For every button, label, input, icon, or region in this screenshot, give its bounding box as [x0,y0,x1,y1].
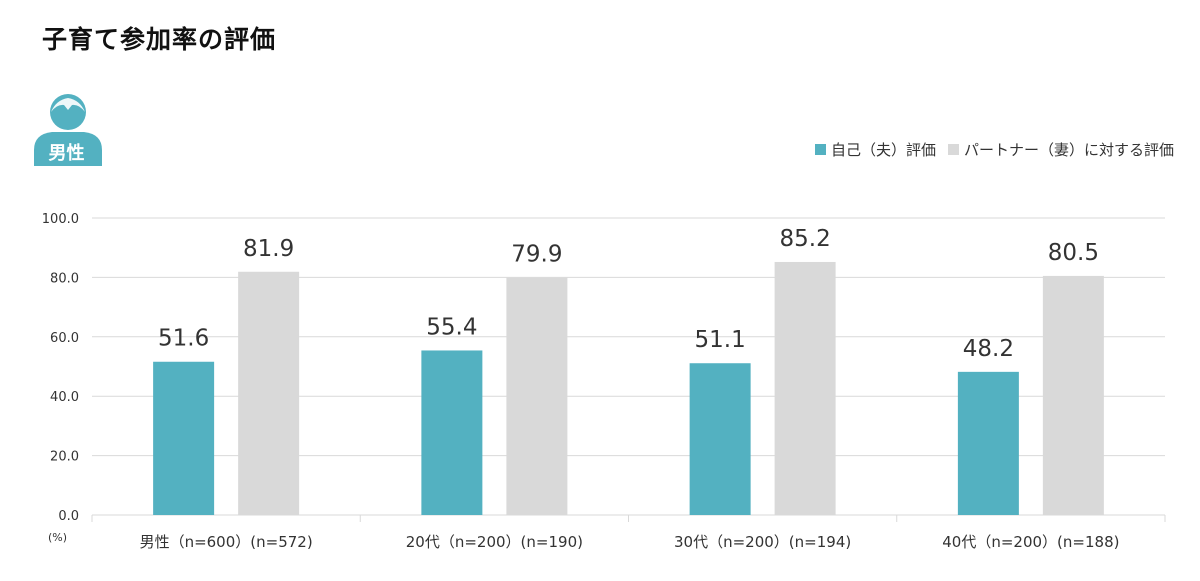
data-label: 48.2 [963,336,1014,362]
legend-item-partner: パートナー（妻）に対する評価 [947,139,1174,160]
legend-label-partner: パートナー（妻）に対する評価 [963,141,1174,159]
legend-item-self: 自己（夫）評価 [814,139,936,160]
data-label: 81.9 [243,236,294,262]
gender-badge-label: 男性 [48,143,85,164]
bar [1042,275,1104,515]
y-tick-label: 60.0 [50,331,79,346]
legend-swatch-partner [947,144,959,155]
legend-swatch-self [814,144,826,155]
x-tick-label: 20代（n=200）(n=190) [406,533,583,551]
bar [506,277,568,515]
person-icon [34,94,102,166]
bar [153,361,215,515]
chart-title: 子育て参加率の評価 [42,25,277,54]
chart-legend: 自己（夫）評価 パートナー（妻）に対する評価 [803,139,1174,160]
bar [774,261,836,515]
x-tick-label: 40代（n=200）(n=188) [942,533,1119,551]
data-label: 85.2 [780,226,831,252]
x-tick-label: 30代（n=200）(n=194) [674,533,851,551]
bar [421,350,483,515]
data-label: 51.1 [695,327,746,353]
bar [238,271,300,515]
data-label: 51.6 [158,326,209,352]
data-label: 55.4 [426,314,477,340]
y-tick-label: 0.0 [58,509,79,524]
y-tick-label: 20.0 [50,450,79,465]
data-label: 80.5 [1048,240,1099,266]
legend-label-self: 自己（夫）評価 [830,141,936,159]
y-tick-label: 40.0 [50,390,79,405]
x-tick-label: 男性（n=600）(n=572) [140,533,313,551]
bar [689,363,751,515]
bar [957,371,1019,515]
y-tick-label: 80.0 [50,271,79,286]
y-unit-label: (%) [48,531,67,544]
data-label: 79.9 [511,242,562,268]
y-tick-label: 100.0 [42,212,79,227]
